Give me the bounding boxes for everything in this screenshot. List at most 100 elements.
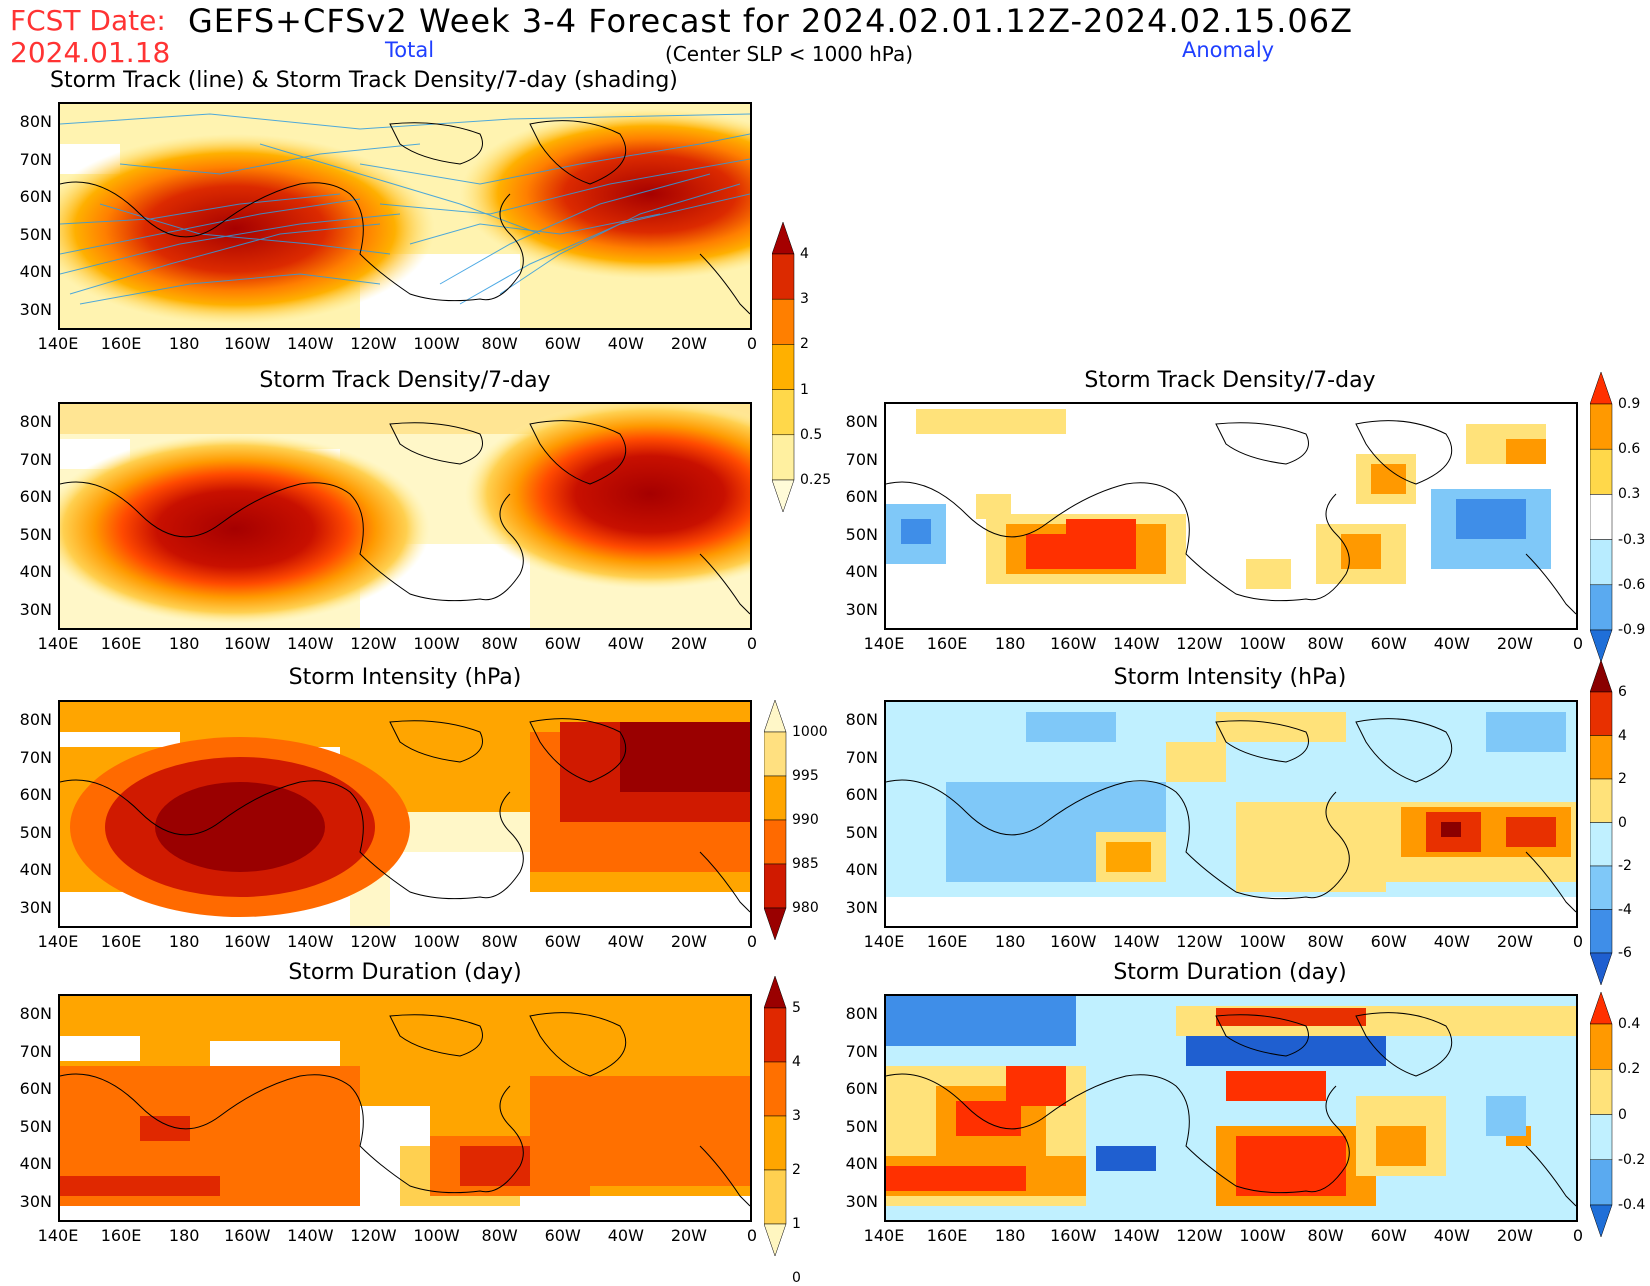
density-total-title: Storm Track Density/7-day: [259, 368, 551, 393]
lon-tick-label: 100W: [413, 932, 460, 951]
lat-tick-label: 80N: [19, 412, 52, 431]
lon-tick-label: 60W: [544, 1226, 581, 1245]
lon-tick-label: 0: [746, 1226, 758, 1245]
lat-tick-label: 80N: [19, 1004, 52, 1023]
lon-tick-label: 180: [994, 932, 1026, 951]
lat-tick-label: 30N: [19, 599, 52, 619]
lat-tick-label: 60N: [845, 785, 878, 804]
colorbar-tick-label: 6: [1618, 684, 1627, 700]
colorbar-tick-label: 3: [800, 291, 809, 308]
lat-tick-label: 70N: [19, 747, 52, 767]
colorbar-tick-label: 2: [792, 1162, 801, 1178]
lon-tick-label: 140E: [863, 932, 905, 951]
lon-tick-label: 20W: [1496, 1226, 1533, 1245]
lat-tick-label: 40N: [19, 262, 52, 281]
colorbar-tick-label: -0.6: [1618, 576, 1646, 593]
lon-tick-label: 100W: [413, 634, 460, 653]
intensity-anomaly-map: [884, 700, 1578, 928]
intensity-total-title: Storm Intensity (hPa): [288, 665, 522, 690]
coastlines: [886, 420, 1576, 615]
lon-tick-label: 0: [746, 932, 758, 951]
lon-tick-label: 140E: [37, 334, 79, 353]
colorbar-tick-label: 0.25: [800, 472, 832, 488]
lon-tick-label: 120W: [350, 634, 397, 653]
colorbar-tick-label: -6: [1618, 945, 1632, 961]
lon-tick-label: 40W: [1433, 932, 1470, 951]
lon-tick-label: 60W: [544, 334, 581, 353]
lon-tick-label: 0: [746, 334, 758, 353]
lon-tick-label: 120W: [1176, 634, 1223, 653]
lon-tick-label: 0: [1572, 932, 1584, 951]
lon-tick-label: 20W: [670, 1226, 707, 1245]
lon-tick-label: 160E: [100, 932, 142, 951]
lon-tick-label: 40W: [607, 1226, 644, 1245]
storm-track-lines: [60, 113, 750, 305]
colorbar-tick-label: 0.2: [1618, 1061, 1641, 1078]
lon-tick-label: 80W: [481, 334, 518, 353]
lon-tick-label: 140E: [37, 932, 79, 951]
colorbar-tick-label: 980: [792, 900, 819, 916]
criteria-label: (Center SLP < 1000 hPa): [665, 42, 913, 66]
lat-tick-label: 80N: [845, 710, 878, 729]
lon-tick-label: 60W: [1370, 634, 1407, 653]
lon-tick-label: 140W: [287, 634, 334, 653]
lon-tick-label: 160E: [926, 1226, 968, 1245]
duration-anomaly-title: Storm Duration (day): [1113, 960, 1347, 985]
lon-tick-label: 40W: [1433, 1226, 1470, 1245]
duration-anomaly-map: [884, 994, 1578, 1222]
duration-total-title: Storm Duration (day): [288, 960, 522, 985]
lon-tick-label: 100W: [1239, 1226, 1286, 1245]
lat-tick-label: 50N: [845, 524, 878, 544]
coastlines: [886, 1012, 1576, 1207]
colorbar-tick-label: -0.2: [1618, 1151, 1646, 1168]
colorbar-intensity-anomaly: 6 4 2 0 -2 -4 -6: [1590, 660, 1650, 985]
lon-tick-label: 160W: [224, 932, 271, 951]
lat-tick-label: 50N: [19, 822, 52, 842]
lon-tick-label: 20W: [670, 932, 707, 951]
coastlines: [60, 718, 750, 913]
lat-tick-label: 80N: [845, 1004, 878, 1023]
colorbar-tick-label: 995: [792, 768, 819, 784]
lon-tick-label: 80W: [481, 1226, 518, 1245]
lon-tick-label: 180: [994, 634, 1026, 653]
lat-tick-label: 30N: [845, 1191, 878, 1211]
colorbar-tick-label: 0: [1618, 814, 1627, 831]
lon-tick-label: 120W: [350, 932, 397, 951]
lon-tick-label: 160E: [100, 1226, 142, 1245]
lon-tick-label: 160W: [224, 334, 271, 353]
colorbar-tick-label: 0.9: [1618, 396, 1641, 412]
anomaly-column-label: Anomaly: [1182, 38, 1275, 62]
lon-tick-label: 0: [746, 634, 758, 653]
lon-tick-label: 160W: [1050, 932, 1097, 951]
lon-tick-label: 80W: [1307, 634, 1344, 653]
lon-tick-label: 20W: [1496, 634, 1533, 653]
storm-track-map: [58, 102, 752, 330]
coastlines: [60, 420, 750, 615]
lon-tick-label: 60W: [544, 634, 581, 653]
lat-tick-label: 60N: [19, 187, 52, 206]
lon-tick-label: 140W: [1113, 1226, 1160, 1245]
lon-tick-label: 40W: [607, 932, 644, 951]
lon-tick-label: 80W: [481, 634, 518, 653]
coastlines: [886, 718, 1576, 913]
colorbar-tick-label: 0.4: [1618, 1016, 1641, 1032]
colorbar-tick-label: 2: [800, 336, 809, 353]
lon-tick-label: 120W: [350, 334, 397, 353]
coastlines: [60, 1012, 750, 1207]
duration-total-map: [58, 994, 752, 1222]
colorbar-density-total: 4 3 2 1 0.5 0.25: [772, 222, 852, 512]
colorbar-tick-label: 0: [1618, 1106, 1627, 1123]
density-anomaly-map: [884, 402, 1578, 630]
lon-tick-label: 60W: [1370, 1226, 1407, 1245]
colorbar-tick-label: 985: [792, 856, 819, 872]
intensity-anomaly-title: Storm Intensity (hPa): [1113, 665, 1347, 690]
lon-tick-label: 140W: [287, 1226, 334, 1245]
lat-tick-label: 40N: [19, 562, 52, 581]
lat-tick-label: 60N: [845, 1079, 878, 1098]
lon-tick-label: 180: [168, 1226, 200, 1245]
forecast-date-label: FCST Date:: [10, 4, 166, 37]
density-anomaly-title: Storm Track Density/7-day: [1084, 368, 1376, 393]
lon-tick-label: 100W: [413, 1226, 460, 1245]
lat-tick-label: 60N: [19, 785, 52, 804]
lat-tick-label: 50N: [19, 524, 52, 544]
